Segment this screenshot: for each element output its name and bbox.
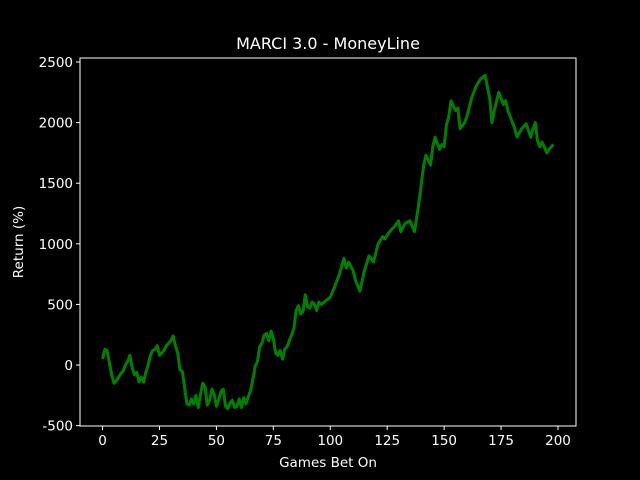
chart-title: MARCI 3.0 - MoneyLine bbox=[236, 34, 420, 53]
line bbox=[101, 73, 555, 411]
plot-frame bbox=[79, 57, 577, 427]
y-tick-label: -500 bbox=[42, 419, 73, 435]
x-tick-label: 50 bbox=[208, 433, 225, 449]
x-tick-label: 25 bbox=[151, 433, 168, 449]
y-tick-label: 1500 bbox=[39, 176, 73, 192]
y-tick-label: 1000 bbox=[39, 237, 73, 253]
x-tick-label: 100 bbox=[317, 433, 343, 449]
x-axis-label: Games Bet On bbox=[279, 455, 377, 471]
y-tick-label: 2000 bbox=[39, 116, 73, 132]
y-tick-label: 2500 bbox=[39, 55, 73, 71]
x-tick-label: 75 bbox=[265, 433, 282, 449]
x-tick-label: 175 bbox=[488, 433, 514, 449]
x-tick-label: 150 bbox=[431, 433, 457, 449]
y-tick-label: 0 bbox=[64, 358, 73, 374]
x-tick-label: 200 bbox=[545, 433, 571, 449]
x-tick-label: 125 bbox=[374, 433, 400, 449]
y-axis-label: Return (%) bbox=[11, 206, 27, 278]
x-tick-label: 0 bbox=[98, 433, 107, 449]
y-tick-label: 500 bbox=[47, 297, 73, 313]
